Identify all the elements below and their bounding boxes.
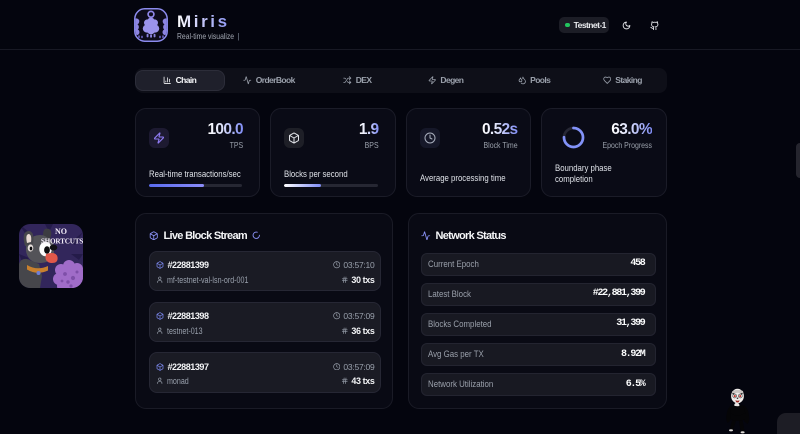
svg-text:SHORTCUTS: SHORTCUTS (41, 238, 83, 246)
svg-text:NO: NO (55, 227, 67, 236)
